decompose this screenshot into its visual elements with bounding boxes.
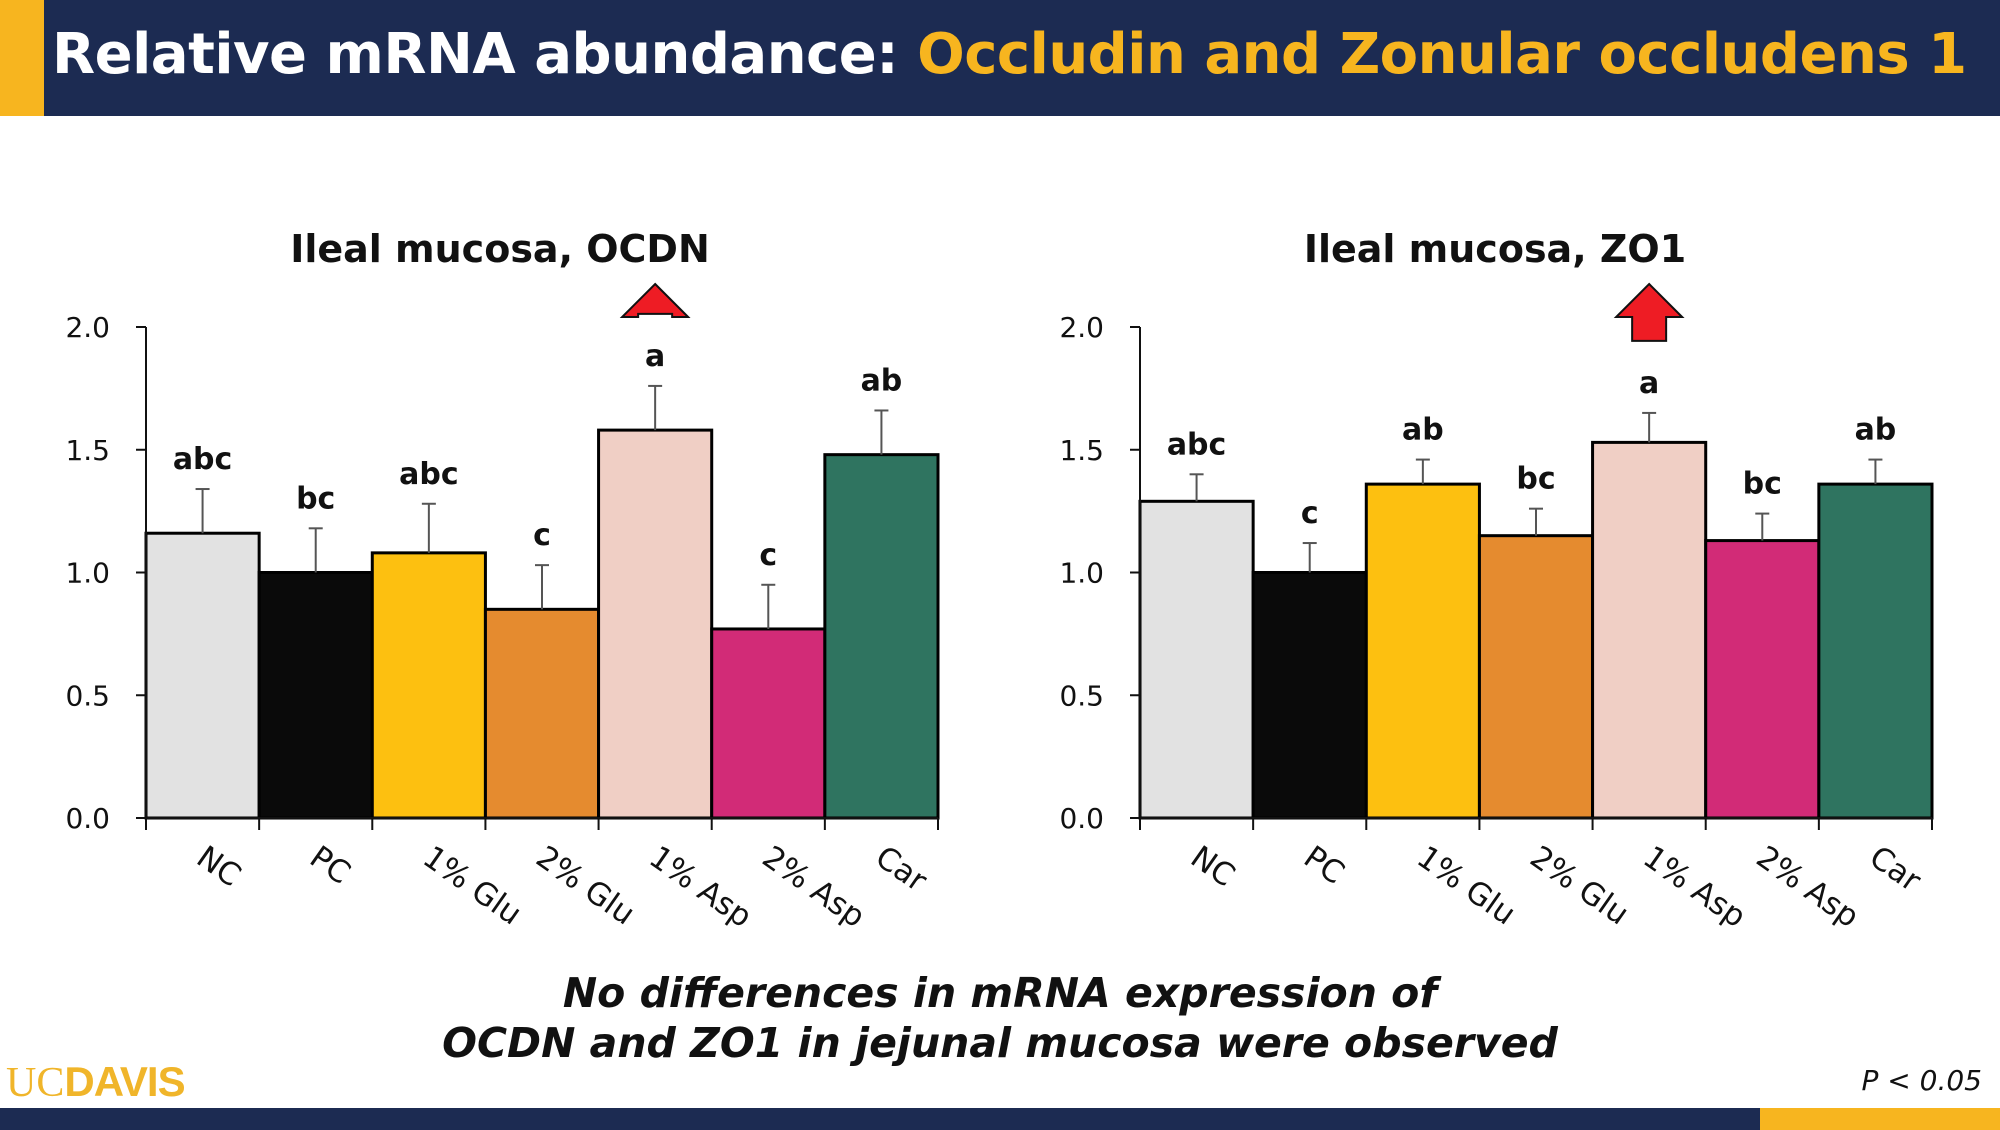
logo-davis: DAVIS bbox=[64, 1058, 185, 1105]
slide-title-part1: Relative mRNA abundance: bbox=[52, 22, 918, 87]
footnote-line-1: No differences in mRNA expression of bbox=[562, 969, 1438, 1017]
y-tick-label: 1.0 bbox=[1059, 557, 1104, 590]
significance-letter: a bbox=[645, 339, 665, 374]
x-tick-label: 2% Asp bbox=[1750, 839, 1866, 935]
significance-letter: c bbox=[533, 518, 551, 553]
bar bbox=[483, 607, 601, 820]
significance-letter: ab bbox=[1855, 413, 1897, 448]
x-tick-label: 1% Glu bbox=[1410, 839, 1522, 932]
x-tick-label: 2% Asp bbox=[756, 839, 872, 935]
up-arrow-icon bbox=[1613, 282, 1685, 342]
y-tick-label: 1.5 bbox=[65, 434, 110, 467]
chart-title: Ileal mucosa, ZO1 bbox=[1304, 227, 1686, 271]
bar bbox=[1138, 499, 1255, 820]
bar bbox=[1477, 534, 1595, 820]
significance-letter: ab bbox=[861, 363, 903, 398]
significance-letter: bc bbox=[1743, 467, 1782, 502]
x-tick-label: Car bbox=[1863, 839, 1928, 899]
footnote: No differences in mRNA expression of OCD… bbox=[0, 968, 2000, 1068]
slide-title: Relative mRNA abundance: Occludin and Zo… bbox=[52, 22, 1967, 87]
y-tick-label: 1.5 bbox=[1059, 434, 1104, 467]
x-tick-label: 1% Asp bbox=[1637, 839, 1753, 935]
header-bar: Relative mRNA abundance: Occludin and Zo… bbox=[0, 0, 2000, 116]
logo-uc: UC bbox=[6, 1060, 65, 1106]
p-value-note: P < 0.05 bbox=[1861, 1064, 1983, 1097]
bar bbox=[1591, 440, 1708, 820]
bar bbox=[1704, 539, 1821, 820]
bar bbox=[1251, 571, 1368, 820]
y-tick-label: 2.0 bbox=[65, 311, 110, 344]
significance-letter: abc bbox=[1167, 427, 1227, 462]
significance-letter: a bbox=[1639, 366, 1659, 401]
y-tick-label: 1.0 bbox=[65, 557, 110, 590]
bar bbox=[144, 531, 261, 820]
y-tick-label: 0.0 bbox=[65, 802, 110, 835]
significance-letter: abc bbox=[173, 442, 233, 477]
x-tick-label: 2% Glu bbox=[529, 839, 641, 932]
bar bbox=[1364, 482, 1481, 820]
significance-letter: abc bbox=[399, 457, 459, 492]
bar bbox=[1817, 482, 1934, 820]
significance-letter: bc bbox=[296, 481, 335, 516]
header-accent-stripe bbox=[0, 0, 44, 116]
chart-zo1: Ileal mucosa, ZO1abccabbcabcab0.00.51.01… bbox=[1059, 227, 1934, 935]
bar bbox=[823, 453, 940, 820]
bar bbox=[710, 627, 827, 820]
bar bbox=[370, 551, 487, 820]
significance-letter: c bbox=[1301, 496, 1319, 531]
bar bbox=[257, 571, 374, 820]
slide-title-part2: Occludin and Zonular occludens 1 bbox=[917, 22, 1967, 87]
up-arrow-icon bbox=[619, 282, 691, 318]
significance-letter: bc bbox=[1516, 462, 1555, 497]
x-tick-label: 1% Glu bbox=[416, 839, 528, 932]
y-tick-label: 0.5 bbox=[65, 679, 110, 712]
y-tick-label: 0.0 bbox=[1059, 802, 1104, 835]
x-tick-label: NC bbox=[1184, 839, 1241, 894]
significance-letter: c bbox=[759, 538, 777, 573]
x-tick-label: 2% Glu bbox=[1523, 839, 1635, 932]
x-tick-label: PC bbox=[1297, 839, 1351, 892]
y-tick-label: 0.5 bbox=[1059, 679, 1104, 712]
significance-letter: ab bbox=[1402, 413, 1444, 448]
footnote-line-2: OCDN and ZO1 in jejunal mucosa were obse… bbox=[442, 1019, 1558, 1067]
chart-ocdn: Ileal mucosa, OCDN abc bc abc c a c ab 0.0 0.5 1.0… bbox=[65, 227, 940, 935]
chart-title: Ileal mucosa, OCDN bbox=[290, 227, 710, 271]
ucdavis-logo: UCDAVIS bbox=[6, 1058, 186, 1107]
y-tick-label: 2.0 bbox=[1059, 311, 1104, 344]
x-tick-label: PC bbox=[303, 839, 357, 892]
footer-accent-stripe bbox=[1760, 1108, 2000, 1130]
x-tick-label: Car bbox=[869, 839, 934, 899]
footer-bar bbox=[0, 1108, 2000, 1130]
x-tick-label: 1% Asp bbox=[643, 839, 759, 935]
bar bbox=[597, 428, 714, 820]
x-tick-label: NC bbox=[190, 839, 247, 894]
